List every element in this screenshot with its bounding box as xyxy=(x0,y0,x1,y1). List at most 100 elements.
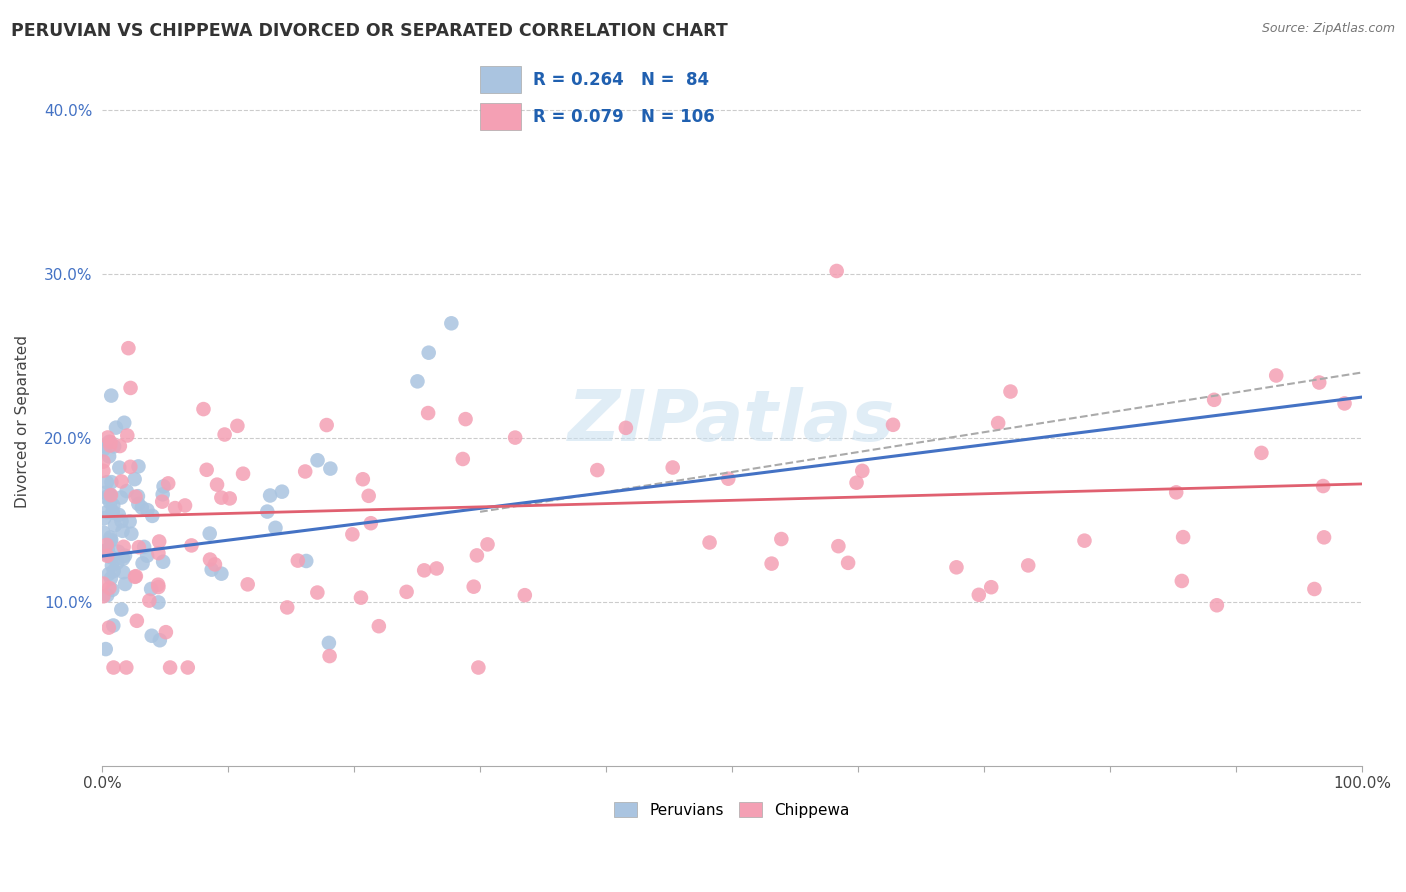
Point xyxy=(586,463,609,477)
Point xyxy=(198,552,221,566)
Point xyxy=(1308,376,1330,390)
Point xyxy=(117,428,139,442)
Point xyxy=(150,494,173,508)
Point xyxy=(94,642,117,657)
Point xyxy=(97,542,120,557)
Point xyxy=(287,553,309,567)
Point xyxy=(1312,479,1334,493)
Point xyxy=(761,557,783,571)
Point xyxy=(195,463,218,477)
Point xyxy=(115,483,138,498)
Point xyxy=(307,585,329,599)
Point xyxy=(93,511,115,525)
Text: ZIPatlas: ZIPatlas xyxy=(568,387,896,456)
Point xyxy=(120,381,142,395)
Point xyxy=(467,660,489,674)
Point xyxy=(103,660,125,674)
Point xyxy=(318,649,340,664)
Point xyxy=(105,556,128,570)
Point xyxy=(350,591,373,605)
Point xyxy=(93,576,115,591)
Point xyxy=(465,549,488,563)
Point xyxy=(136,549,159,563)
Point xyxy=(146,578,169,592)
Point xyxy=(661,460,683,475)
Point xyxy=(124,472,146,486)
Point xyxy=(103,498,125,512)
Point xyxy=(1017,558,1039,573)
Point xyxy=(112,566,135,580)
Point xyxy=(426,561,449,575)
Point xyxy=(98,450,121,464)
Point xyxy=(945,560,967,574)
Point xyxy=(319,461,342,475)
Point xyxy=(101,582,124,597)
Text: R = 0.264   N =  84: R = 0.264 N = 84 xyxy=(533,70,709,88)
Point xyxy=(352,472,374,486)
Point xyxy=(276,600,298,615)
Point xyxy=(93,442,115,457)
Point xyxy=(1204,392,1226,407)
Point xyxy=(418,345,440,359)
Point xyxy=(98,549,121,563)
Point xyxy=(120,459,142,474)
Point xyxy=(93,464,115,478)
Text: R = 0.079   N = 106: R = 0.079 N = 106 xyxy=(533,108,714,126)
Point xyxy=(218,491,240,506)
Point xyxy=(451,452,474,467)
Point xyxy=(193,402,215,417)
Bar xyxy=(481,66,520,94)
Point xyxy=(98,487,121,501)
Point xyxy=(93,439,115,453)
Point xyxy=(96,588,118,602)
Point xyxy=(97,567,120,582)
Point xyxy=(131,557,153,571)
Point xyxy=(117,341,139,355)
Point xyxy=(101,504,124,518)
Point xyxy=(100,388,122,402)
Point xyxy=(100,534,122,549)
Point xyxy=(416,406,439,420)
Point xyxy=(232,467,254,481)
Point xyxy=(94,491,117,505)
Point xyxy=(139,582,162,596)
Point xyxy=(141,508,163,523)
Point xyxy=(837,556,859,570)
Point xyxy=(148,595,170,609)
Point xyxy=(96,475,118,490)
Point xyxy=(108,508,131,522)
Point xyxy=(477,537,499,551)
Point xyxy=(256,505,278,519)
Point xyxy=(882,417,904,432)
Point xyxy=(110,514,132,528)
Point xyxy=(825,264,848,278)
Point xyxy=(124,490,146,504)
Point xyxy=(236,577,259,591)
Point xyxy=(93,545,115,559)
Point xyxy=(108,439,131,453)
Point xyxy=(165,501,187,516)
Point xyxy=(152,555,174,569)
Point xyxy=(96,549,118,563)
Point xyxy=(110,491,132,505)
Point xyxy=(180,538,202,552)
Point xyxy=(226,418,249,433)
Point xyxy=(96,538,118,552)
Point xyxy=(406,375,429,389)
Point xyxy=(101,558,124,573)
Point xyxy=(94,543,117,558)
Point xyxy=(115,660,138,674)
Legend: Peruvians, Chippewa: Peruvians, Chippewa xyxy=(609,796,856,823)
Point xyxy=(127,497,149,511)
Point xyxy=(114,577,136,591)
Point xyxy=(114,549,136,563)
Point xyxy=(127,459,149,474)
Point xyxy=(1171,574,1194,588)
Point xyxy=(100,533,122,547)
Point xyxy=(1333,396,1355,410)
Point xyxy=(1303,582,1326,596)
Point xyxy=(110,475,132,489)
Point xyxy=(367,619,389,633)
Point xyxy=(103,564,125,578)
Point xyxy=(118,515,141,529)
